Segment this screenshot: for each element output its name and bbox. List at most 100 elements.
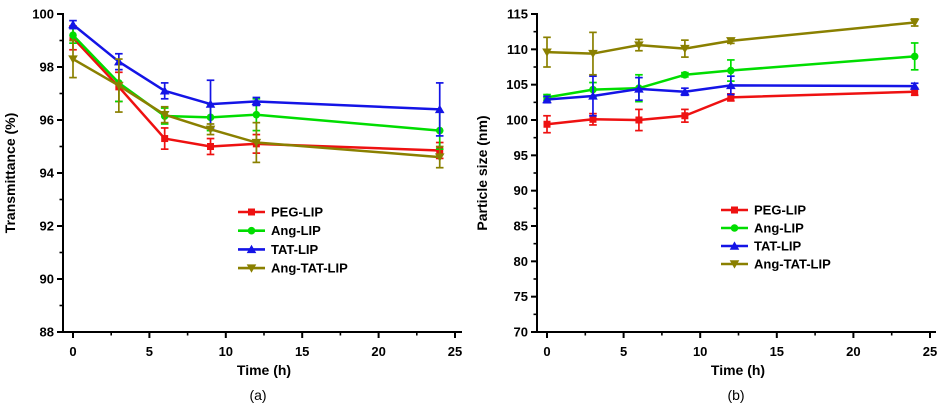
y-tick-label: 98 (40, 60, 54, 75)
y-axis-title: Particle size (nm) (474, 115, 490, 230)
marker-triangle-down (205, 125, 216, 134)
legend-label: Ang-LIP (271, 223, 321, 238)
x-tick-label: 20 (846, 344, 860, 359)
series-line (546, 21, 915, 55)
y-tick-label: 85 (514, 219, 528, 234)
marker-square (681, 112, 689, 120)
x-tick-label: 20 (371, 344, 385, 359)
marker-square (727, 93, 735, 101)
marker-triangle-down (251, 138, 262, 148)
legend-label: TAT-LIP (271, 242, 319, 257)
marker-triangle-up (68, 20, 78, 29)
y-tick-label: 88 (40, 325, 54, 340)
x-tick-label: 10 (219, 344, 233, 359)
marker-square (911, 88, 919, 96)
y-axis-title: Transmittance (%) (2, 113, 18, 234)
y-tick-label: 94 (40, 166, 55, 181)
panel-b-chart: 0 5 10 15 20 25 70 75 80 85 90 95 100 105 110 115 PEG-LI… (474, 7, 937, 404)
series-TAT-LIP (542, 75, 920, 117)
marker-circle (910, 52, 919, 61)
series-Ang-TAT-LIP (68, 39, 445, 169)
marker-triangle-down (434, 153, 445, 162)
legend-label: Ang-TAT-LIP (271, 261, 348, 276)
marker-square (731, 206, 738, 214)
x-axis-title: Time (h) (711, 362, 765, 378)
legend: PEG-LIP Ang-LIP TAT-LIP Ang-TAT-LIP (721, 203, 831, 272)
marker-triangle-down (246, 264, 257, 273)
x-tick-label: 10 (693, 344, 707, 359)
marker-triangle-up (246, 244, 257, 254)
y-tick-label: 75 (514, 289, 528, 304)
marker-square (543, 120, 551, 128)
marker-circle (247, 226, 256, 235)
y-tick-label: 110 (507, 42, 528, 57)
x-tick-label: 5 (620, 344, 627, 359)
axes (531, 13, 936, 338)
marker-triangle-up (680, 87, 690, 96)
x-axis-title: Time (h) (237, 362, 291, 378)
x-tick-label: 0 (543, 344, 550, 359)
series-Ang-TAT-LIP (542, 18, 920, 76)
axes (57, 13, 462, 338)
legend-label: Ang-TAT-LIP (754, 257, 831, 272)
marker-circle (252, 110, 261, 119)
marker-triangle-up (159, 86, 170, 95)
series-line (546, 84, 915, 101)
x-tick-label: 25 (448, 344, 462, 359)
panel-caption: (a) (249, 387, 266, 403)
y-tick-label: 90 (514, 183, 528, 198)
x-tick-label: 15 (770, 344, 784, 359)
marker-circle (69, 31, 77, 39)
legend-label: PEG-LIP (754, 203, 806, 218)
marker-triangle-down (680, 44, 690, 54)
x-tick-label: 25 (923, 344, 937, 359)
series-line (546, 55, 915, 99)
marker-triangle-down (634, 41, 644, 50)
y-tick-label: 100 (506, 113, 528, 128)
marker-circle (727, 66, 735, 75)
marker-square (207, 143, 215, 150)
marker-triangle-up (634, 84, 644, 93)
marker-triangle-up (542, 94, 552, 104)
series-line (72, 57, 440, 159)
marker-circle (681, 70, 689, 79)
x-tick-label: 5 (146, 344, 153, 359)
marker-triangle-down (729, 260, 740, 269)
y-tick-label: 105 (506, 77, 528, 92)
panel-caption: (b) (727, 387, 744, 403)
marker-triangle-down (542, 48, 552, 57)
marker-square (248, 208, 255, 216)
y-tick-label: 80 (514, 254, 528, 269)
series-line (72, 34, 440, 132)
y-tick-label: 115 (507, 7, 528, 22)
marker-square (635, 116, 643, 124)
legend-label: Ang-LIP (754, 221, 804, 236)
y-tick-label: 100 (32, 7, 54, 22)
y-tick-label: 96 (40, 113, 54, 128)
marker-triangle-down (726, 37, 736, 46)
marker-triangle-down (909, 18, 920, 28)
legend-label: PEG-LIP (271, 205, 323, 220)
x-tick-label: 15 (295, 344, 309, 359)
panel-a-chart: 0 5 10 15 20 25 88 90 92 94 96 98 100 PEG-LIP Ang-LIP T… (2, 7, 462, 404)
marker-triangle-up (726, 80, 736, 90)
x-tick-label: 0 (69, 344, 76, 359)
marker-triangle-up (729, 241, 740, 250)
marker-triangle-down (588, 49, 598, 59)
marker-circle (730, 224, 739, 232)
y-tick-label: 70 (514, 325, 528, 340)
y-tick-label: 90 (40, 272, 54, 287)
y-tick-label: 92 (40, 219, 54, 234)
series-line (72, 23, 440, 111)
legend: PEG-LIP Ang-LIP TAT-LIP Ang-TAT-LIP (238, 205, 348, 276)
marker-triangle-up (909, 81, 920, 90)
y-tick-label: 95 (514, 148, 528, 163)
marker-triangle-down (114, 81, 124, 91)
marker-triangle-down (68, 55, 78, 64)
legend-label: TAT-LIP (754, 239, 802, 254)
marker-triangle-up (205, 99, 216, 108)
marker-square (161, 135, 169, 143)
marker-triangle-up (251, 96, 262, 106)
marker-triangle-up (434, 104, 445, 114)
